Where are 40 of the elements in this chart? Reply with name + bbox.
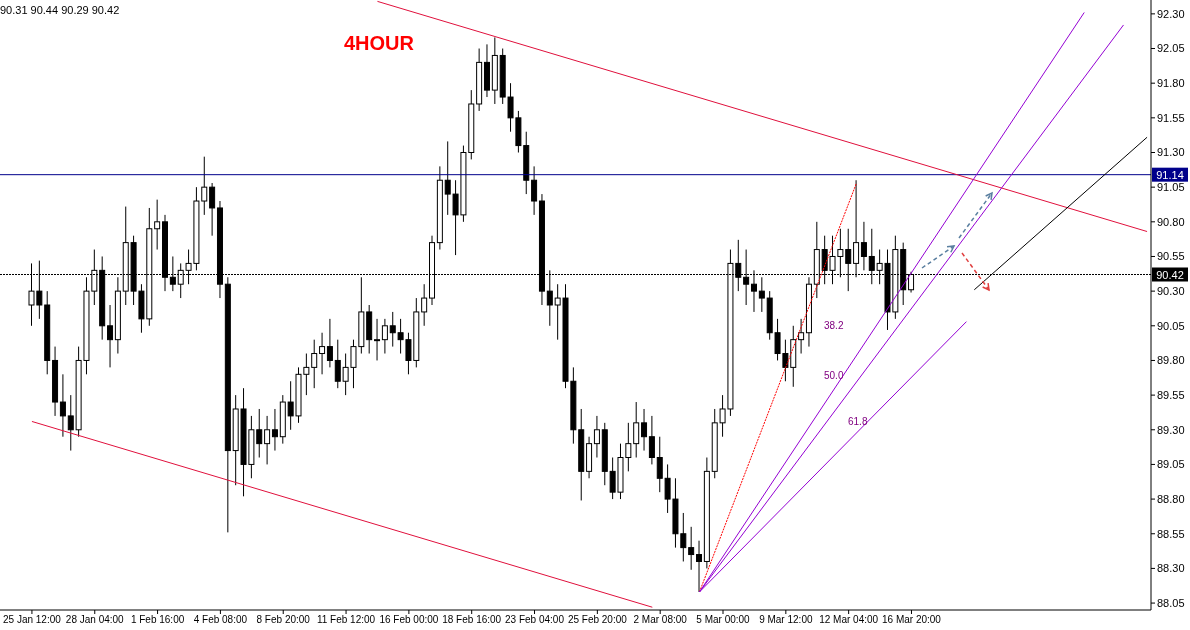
y-tick-label: 89.05 [1157, 458, 1185, 471]
x-tick-label: 5 Mar 00:00 [696, 614, 751, 626]
y-tick-label: 92.05 [1157, 42, 1185, 55]
x-tick-label: 9 Mar 12:00 [759, 614, 813, 626]
x-tick-label: 2 Mar 08:00 [633, 614, 688, 626]
y-tick-label: 88.80 [1157, 493, 1185, 505]
y-tick-label: 91.30 [1157, 146, 1185, 159]
y-tick-label: 89.30 [1157, 423, 1185, 436]
y-tick-label: 91.05 [1157, 181, 1185, 194]
x-tick-label: 18 Feb 16:00 [442, 614, 502, 626]
y-tick-label: 88.05 [1157, 596, 1185, 609]
y-tick-label: 88.55 [1157, 527, 1185, 540]
y-tick-label: 91.80 [1157, 77, 1185, 90]
x-tick-label: 4 Feb 08:00 [193, 614, 248, 626]
x-tick-label: 25 Feb 20:00 [567, 614, 628, 626]
y-tick-label: 90.80 [1157, 215, 1185, 228]
y-tick-label: 91.55 [1157, 111, 1185, 124]
x-tick-label: 1 Feb 16:00 [130, 614, 185, 626]
y-tick-label: 90.30 [1157, 285, 1185, 298]
text: 4HOUR [344, 32, 415, 55]
y-tick-label: 89.80 [1157, 354, 1185, 367]
y-tick-label: 90.55 [1157, 250, 1185, 263]
y-tick-label: 88.30 [1157, 562, 1185, 575]
y-tick-label: 90.05 [1157, 319, 1185, 332]
annotation: 50.0 [824, 370, 844, 382]
annotation: 61.8 [848, 416, 868, 428]
ref-line-label: 90.42 [1156, 268, 1184, 281]
x-tick-label: 11 Feb 12:00 [316, 614, 376, 626]
x-tick-label: 25 Jan 12:00 [3, 614, 62, 626]
x-tick-label: 23 Feb 04:00 [505, 614, 565, 626]
ref-line-label: 91.14 [1156, 168, 1184, 181]
annotation: 90.31 90.44 90.29 90.42 [0, 4, 120, 18]
y-tick-label: 92.30 [1157, 7, 1185, 20]
annotation: 38.2 [824, 320, 844, 332]
x-tick-label: 28 Jan 04:00 [65, 614, 125, 626]
x-tick-label: 8 Feb 20:00 [256, 614, 311, 626]
y-tick-label: 89.55 [1157, 389, 1185, 402]
x-tick-label: 16 Mar 20:00 [882, 614, 942, 626]
x-tick-label: 12 Mar 04:00 [819, 614, 879, 626]
x-tick-label: 16 Feb 00:00 [379, 614, 439, 626]
